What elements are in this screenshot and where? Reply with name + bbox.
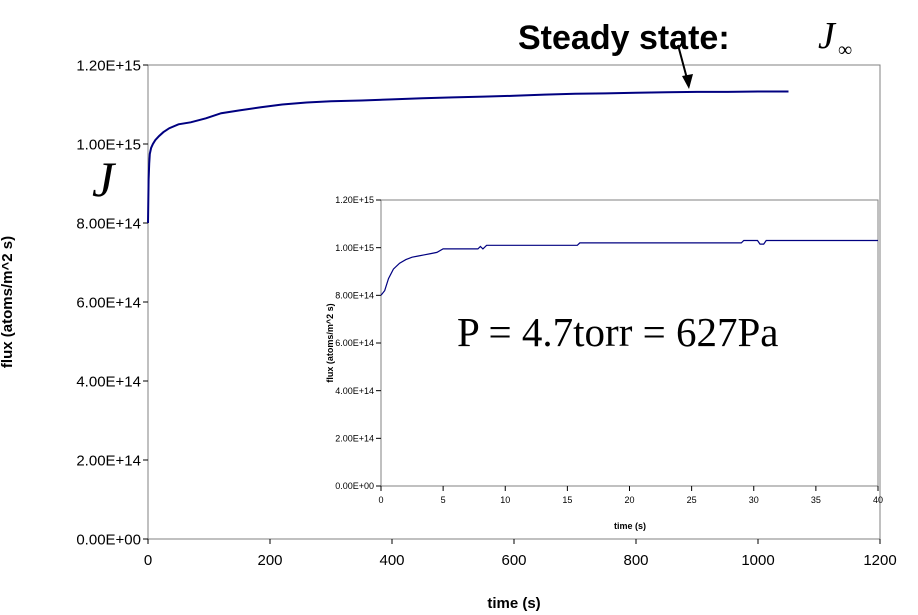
- main-y-tick-label: 8.00E+14: [76, 215, 141, 232]
- main-y-tick-label: 1.00E+15: [76, 136, 141, 153]
- inset-y-tick-label: 6.00E+14: [335, 338, 374, 348]
- inset-x-tick-label: 10: [500, 495, 510, 505]
- inset-y-tick-label: 0.00E+00: [335, 481, 374, 491]
- steady-state-annotation: Steady state: J ∞: [518, 15, 852, 89]
- inset-x-tick-label: 15: [562, 495, 572, 505]
- main-y-tick-label: 4.00E+14: [76, 373, 141, 390]
- j-flux-symbol: J: [92, 151, 117, 207]
- main-y-tick-label: 1.20E+15: [76, 57, 141, 74]
- inset-y-tick-label: 1.20E+15: [335, 195, 374, 205]
- inset-x-axis-title: time (s): [614, 521, 646, 531]
- inset-y-tick-label: 4.00E+14: [335, 386, 374, 396]
- main-x-tick-label: 1200: [863, 552, 896, 569]
- inset-y-ticks: 0.00E+00 2.00E+14 4.00E+14 6.00E+14 8.00E+14…: [335, 195, 381, 491]
- inset-plot-background: [381, 200, 878, 486]
- main-y-tick-label: 6.00E+14: [76, 294, 141, 311]
- main-y-tick-label: 2.00E+14: [76, 452, 141, 469]
- inset-y-axis-title: flux (atoms/m^2 s): [325, 303, 335, 382]
- inset-x-tick-label: 35: [811, 495, 821, 505]
- steady-state-arrow-head: [682, 74, 693, 89]
- main-flux-series-line: [147, 90, 789, 224]
- steady-state-j-symbol: J: [818, 15, 837, 57]
- main-x-axis-title: time (s): [487, 595, 540, 612]
- main-x-tick-label: 0: [144, 552, 152, 569]
- main-x-tick-label: 800: [623, 552, 648, 569]
- main-plot: 0.00E+00 2.00E+14 4.00E+14 6.00E+14 8.00E+14…: [0, 57, 897, 612]
- main-y-axis-title: flux (atoms/m^2 s): [0, 236, 16, 368]
- inset-x-tick-label: 5: [441, 495, 446, 505]
- steady-state-label: Steady state:: [518, 19, 730, 57]
- inset-x-tick-label: 25: [687, 495, 697, 505]
- inset-x-tick-label: 30: [749, 495, 759, 505]
- pressure-annotation: P = 4.7torr = 627Pa: [457, 309, 778, 355]
- main-x-ticks: 0 200 400 600 800 1000 1200: [144, 539, 897, 569]
- main-y-tick-label: 0.00E+00: [76, 531, 141, 548]
- inset-x-ticks: 0 5 10 15 20 25 30 35 40: [378, 486, 883, 505]
- main-y-ticks: 0.00E+00 2.00E+14 4.00E+14 6.00E+14 8.00E+14…: [76, 57, 148, 548]
- inset-plot: 0.00E+00 2.00E+14 4.00E+14 6.00E+14 8.00E+14…: [325, 195, 883, 531]
- inset-flux-series-line: [380, 239, 878, 296]
- main-x-tick-label: 1000: [741, 552, 774, 569]
- inset-y-tick-label: 8.00E+14: [335, 290, 374, 300]
- main-x-tick-label: 400: [379, 552, 404, 569]
- inset-x-tick-label: 20: [624, 495, 634, 505]
- main-x-tick-label: 600: [501, 552, 526, 569]
- inset-x-tick-label: 40: [873, 495, 883, 505]
- inset-x-tick-label: 0: [378, 495, 383, 505]
- inset-y-tick-label: 2.00E+14: [335, 433, 374, 443]
- main-x-tick-label: 200: [257, 552, 282, 569]
- inset-y-tick-label: 1.00E+15: [335, 243, 374, 253]
- steady-state-infinity-subscript: ∞: [838, 39, 852, 61]
